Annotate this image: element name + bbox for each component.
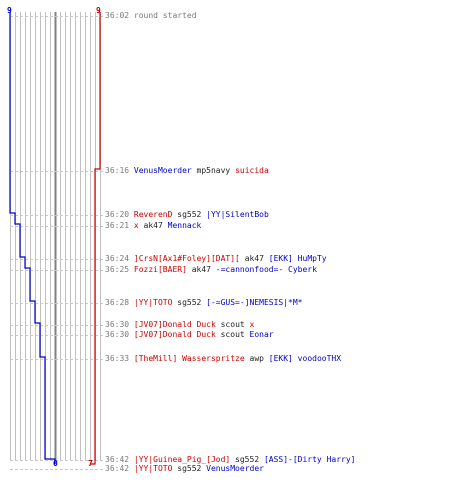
event-time: 36:28 [105, 298, 134, 307]
weapon-name: scout [215, 320, 250, 329]
event-time: 36:16 [105, 166, 134, 175]
player-name: Eonar [249, 330, 274, 339]
player-name: VenusMoerder [133, 166, 192, 175]
player-name: VenusMoerder [206, 464, 264, 473]
weapon-name: mp5navy [191, 166, 236, 175]
event-text: round started [133, 11, 197, 20]
event-row: 36:30 [JV07]Donald Duck scout x [105, 320, 254, 330]
player-name: Fozzi[BAER] [133, 265, 187, 274]
weapon-name: awp [244, 354, 269, 363]
event-row: 36:42 |YY|Guinea_Pig_[Jod] sg552 [ASS]-[… [105, 455, 355, 465]
event-row: 36:42 |YY|TOTO sg552 VenusMoerder [105, 464, 264, 474]
player-name: [JV07]Donald Duck [133, 330, 216, 339]
player-name: suicida [235, 166, 269, 175]
player-name: [ASS]-[Dirty Harry] [263, 455, 356, 464]
event-row: 36:20 ReverenD sg552 |YY|SilentBob [105, 210, 269, 220]
player-name: Mennack [167, 221, 202, 230]
weapon-name: sg552 [172, 298, 207, 307]
player-name: [JV07]Donald Duck [133, 320, 216, 329]
event-time: 36:24 [105, 254, 134, 263]
red-end-count: 7 [88, 459, 93, 468]
weapon-name: ak47 [138, 221, 168, 230]
event-row: 36:21 x ak47 Mennack [105, 221, 201, 231]
weapon-name: sg552 [230, 455, 264, 464]
player-name: [EKK] voodooTHX [268, 354, 342, 363]
weapon-name: ak47 [239, 254, 269, 263]
event-time: 36:42 [105, 455, 134, 464]
weapon-name: ak47 [186, 265, 216, 274]
player-name: |YY|SilentBob [206, 210, 269, 219]
event-time: 36:21 [105, 221, 134, 230]
player-name: [TheMill] Wasserspritze [133, 354, 245, 363]
player-name: -=cannonfood=- Cyberk [215, 265, 317, 274]
blue-start-count: 9 [7, 6, 12, 15]
event-row: 36:33 [TheMill] Wasserspritze awp [EKK] … [105, 354, 341, 364]
weapon-name: sg552 [172, 464, 207, 473]
blue-end-count: 0 [53, 459, 58, 468]
event-row: 36:28 |YY|TOTO sg552 [-=GUS=-]NEMESIS|*M… [105, 298, 302, 308]
player-name: [-=GUS=-]NEMESIS|*M* [206, 298, 303, 307]
event-time: 36:30 [105, 330, 134, 339]
weapon-name: sg552 [172, 210, 207, 219]
player-name: ]CrsN[Ax1#Foley][DAT][ [133, 254, 240, 263]
red-team-line [90, 12, 101, 465]
blue-team-line [9, 12, 56, 464]
player-name: |YY|Guinea_Pig_[Jod] [133, 455, 231, 464]
event-row: 36:16 VenusMoerder mp5navy suicida [105, 166, 269, 176]
red-start-count: 9 [96, 6, 101, 15]
event-time: 36:42 [105, 464, 134, 473]
event-time: 36:33 [105, 354, 134, 363]
player-name: ReverenD [133, 210, 173, 219]
weapon-name: scout [215, 330, 250, 339]
event-row: 36:30 [JV07]Donald Duck scout Eonar [105, 330, 274, 340]
player-name: x [133, 221, 139, 230]
event-time: 36:20 [105, 210, 134, 219]
event-row: 36:02 round started [105, 11, 197, 21]
event-time: 36:30 [105, 320, 134, 329]
event-time: 36:25 [105, 265, 134, 274]
player-name: |YY|TOTO [133, 298, 173, 307]
event-time: 36:02 [105, 11, 134, 20]
event-row: 36:24 ]CrsN[Ax1#Foley][DAT][ ak47 [EKK] … [105, 254, 327, 264]
event-row: 36:25 Fozzi[BAER] ak47 -=cannonfood=- Cy… [105, 265, 317, 275]
player-name: |YY|TOTO [133, 464, 173, 473]
player-name: [EKK] HuMpTy [268, 254, 327, 263]
player-name: x [249, 320, 255, 329]
